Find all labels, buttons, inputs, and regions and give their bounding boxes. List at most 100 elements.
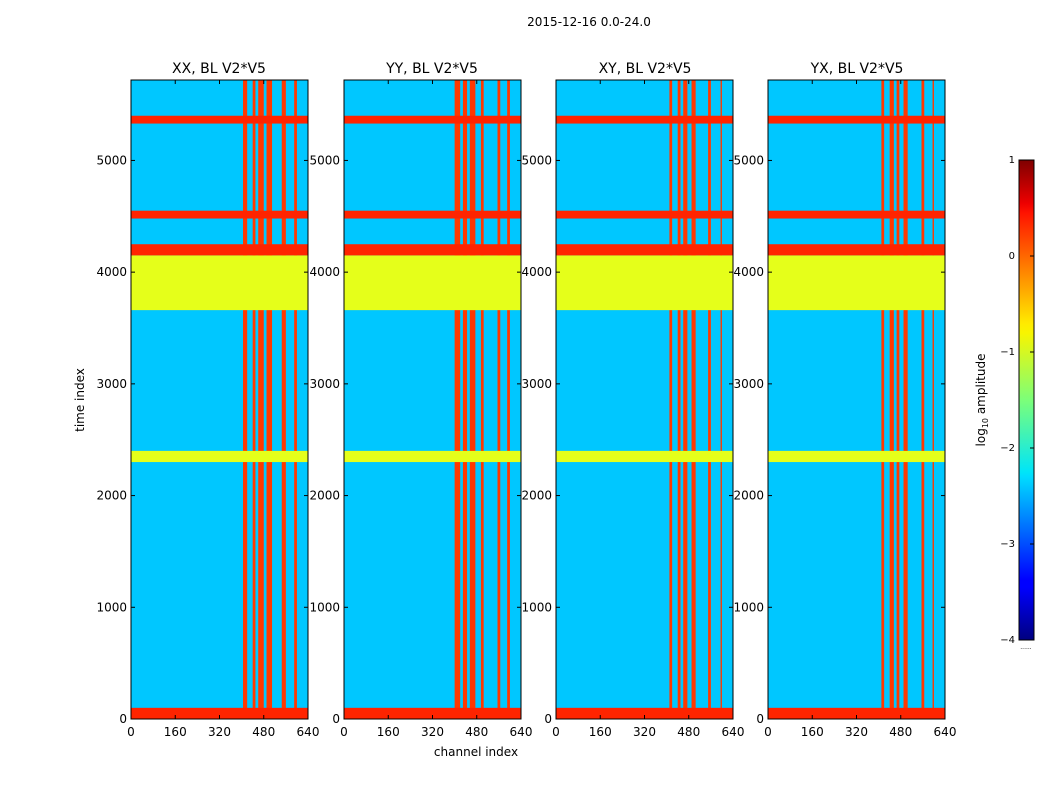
x-tick-label-xy-4: 640 [722,725,745,739]
y-tick-label-yx-0: 0 [756,712,764,726]
colorbar-label: log10 amplitude [974,354,990,447]
rfi-band-xy-0 [669,80,673,719]
y-tick-label-xx-5: 5000 [96,153,127,167]
colorbar [1018,159,1035,641]
flagged-band-yy-3 [344,244,521,256]
rfi-band-yy-3 [480,80,484,719]
y-tick-label-yx-3: 3000 [733,377,764,391]
flagged-band-xy-1 [556,450,733,463]
colorbar-label-prefix: log [974,428,988,446]
rfi-band-xy-5 [720,80,722,719]
flagged-band-xx-3 [131,244,308,256]
heatmap-xx [131,80,308,719]
rfi-band-yx-2 [896,80,900,719]
rfi-band-xy-4 [708,80,711,719]
x-tick-label-xy-1: 160 [589,725,612,739]
panel-xy: XY, BL V2*V5 [555,61,734,720]
x-tick-label-yx-1: 160 [801,725,824,739]
panel-xx: XX, BL V2*V5 [130,61,309,720]
flagged-band-yx-0 [768,707,945,719]
x-tick-label-yy-4: 640 [510,725,533,739]
flagged-band-yx-1 [768,450,945,463]
flagged-band-xx-1 [131,450,308,463]
x-tick-label-xx-0: 0 [127,725,135,739]
heatmap-xy [556,80,733,719]
flagged-band-yx-2 [768,255,945,311]
colorbar-footnote: ...... [1020,644,1032,651]
panel-title-yx: YX, BL V2*V5 [810,61,904,77]
heatmap-background-xx [131,80,308,719]
y-tick-label-xy-2: 2000 [521,489,552,503]
rfi-band-xx-3 [266,80,273,719]
rfi-band-xx-2 [258,80,264,719]
x-tick-label-yx-3: 480 [889,725,912,739]
flagged-band-yy-2 [344,255,521,311]
y-tick-label-xy-3: 3000 [521,377,552,391]
rfi-band-yy-2 [469,80,476,719]
rfi-band-yx-4 [921,80,925,719]
rfi-band-xy-2 [683,80,688,719]
heatmap-background-yx [768,80,945,719]
x-tick-label-xy-2: 320 [633,725,656,739]
y-tick-label-xy-1: 1000 [521,600,552,614]
y-tick-label-yx-2: 2000 [733,489,764,503]
colorbar-tick-label-2: −2 [1000,443,1015,454]
x-tick-label-xy-0: 0 [552,725,560,739]
rfi-band-yx-5 [932,80,934,719]
y-tick-label-xx-0: 0 [119,712,127,726]
rfi-band-yy-1 [462,80,468,719]
heatmap-yx [768,80,945,719]
flagged-band-xx-4 [131,210,308,219]
rfi-band-yy-5 [507,80,510,719]
x-tick-label-yy-3: 480 [465,725,488,739]
flagged-band-xx-2 [131,255,308,311]
colorbar-tick-label-4: 0 [1009,251,1015,262]
rfi-band-yy-0 [454,80,461,719]
flagged-band-yy-0 [344,707,521,719]
flagged-band-xy-0 [556,707,733,719]
axis-ticks: 0 160 320 480 640 0 1000 2000 3000 4000 5000 0 160 32… [96,80,956,739]
panel-title-xx: XX, BL V2*V5 [172,61,266,77]
y-tick-label-yy-4: 4000 [309,265,340,279]
flagged-band-xy-5 [556,115,733,124]
rfi-band-xx-5 [294,80,297,719]
flagged-band-xx-5 [131,115,308,124]
flagged-band-xy-3 [556,244,733,256]
colorbar-tick-label-0: −4 [1000,635,1015,646]
x-tick-label-yy-0: 0 [340,725,348,739]
y-tick-label-yx-1: 1000 [733,600,764,614]
flagged-band-yx-5 [768,115,945,124]
y-tick-label-xy-4: 4000 [521,265,552,279]
colorbar-ticks: −4 −3 −2 −1 0 1 [1000,155,1034,646]
heatmap-background-yy [344,80,521,719]
y-tick-label-yy-5: 5000 [309,153,340,167]
y-tick-label-yx-5: 5000 [733,153,764,167]
y-tick-label-yy-1: 1000 [309,600,340,614]
x-tick-label-yy-1: 160 [377,725,400,739]
rfi-band-yy-4 [497,80,501,719]
colorbar-tick-label-3: −1 [1000,347,1015,358]
x-tick-label-xx-3: 480 [252,725,275,739]
flagged-band-yx-4 [768,210,945,219]
y-tick-label-xy-5: 5000 [521,153,552,167]
panel-yy: YY, BL V2*V5 [343,61,522,720]
flagged-band-yy-5 [344,115,521,124]
y-axis-label: time index [73,368,87,432]
rfi-band-yx-0 [881,80,885,719]
y-tick-label-yx-4: 4000 [733,265,764,279]
colorbar-tick-label-1: −3 [1000,539,1015,550]
x-tick-label-yx-2: 320 [845,725,868,739]
flagged-band-xy-4 [556,210,733,219]
y-tick-label-xx-1: 1000 [96,600,127,614]
suptitle: 2015-12-16 0.0-24.0 [527,15,651,29]
y-tick-label-xx-3: 3000 [96,377,127,391]
y-tick-label-xx-4: 4000 [96,265,127,279]
colorbar-label-sub: 10 [981,418,990,428]
rfi-band-xx-4 [281,80,286,719]
y-tick-label-yy-0: 0 [332,712,340,726]
x-tick-label-xy-3: 480 [677,725,700,739]
rfi-band-xy-3 [691,80,696,719]
panel-title-xy: XY, BL V2*V5 [599,61,692,77]
rfi-band-xx-1 [252,80,256,719]
